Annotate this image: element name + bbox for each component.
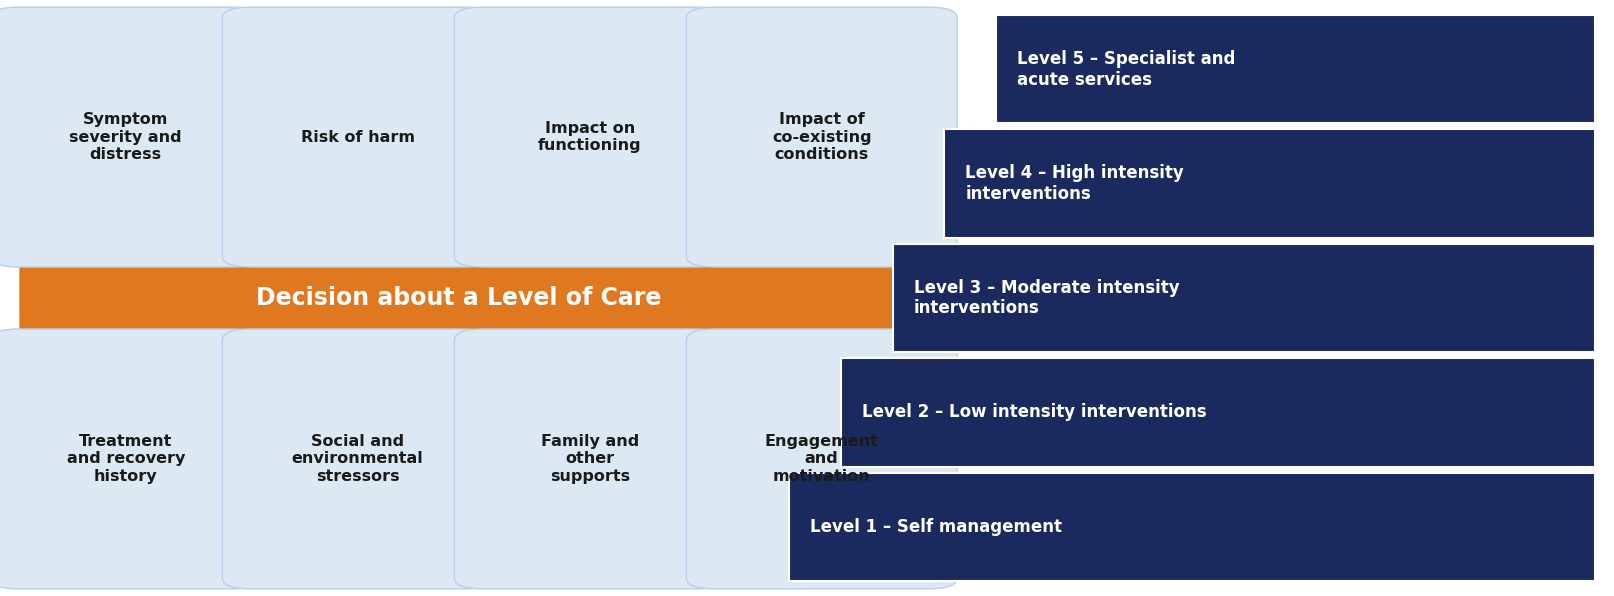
Text: Level 4 – High intensity
interventions: Level 4 – High intensity interventions bbox=[965, 164, 1185, 203]
Text: Symptom
severity and
distress: Symptom severity and distress bbox=[69, 112, 182, 162]
Text: Decision about a Level of Care: Decision about a Level of Care bbox=[257, 286, 662, 310]
FancyBboxPatch shape bbox=[841, 358, 1595, 467]
FancyBboxPatch shape bbox=[0, 329, 261, 589]
Text: Level 3 – Moderate intensity
interventions: Level 3 – Moderate intensity interventio… bbox=[914, 278, 1180, 318]
FancyBboxPatch shape bbox=[789, 473, 1595, 581]
FancyBboxPatch shape bbox=[996, 15, 1595, 123]
Text: Level 2 – Low intensity interventions: Level 2 – Low intensity interventions bbox=[862, 403, 1207, 421]
Text: Social and
environmental
stressors: Social and environmental stressors bbox=[292, 434, 423, 484]
Text: Impact of
co-existing
conditions: Impact of co-existing conditions bbox=[771, 112, 872, 162]
Text: Engagement
and
motivation: Engagement and motivation bbox=[765, 434, 878, 484]
Polygon shape bbox=[19, 221, 1009, 375]
FancyBboxPatch shape bbox=[0, 7, 261, 267]
Text: Level 1 – Self management: Level 1 – Self management bbox=[810, 518, 1062, 536]
Text: Level 5 – Specialist and
acute services: Level 5 – Specialist and acute services bbox=[1017, 49, 1235, 89]
FancyBboxPatch shape bbox=[455, 329, 725, 589]
FancyBboxPatch shape bbox=[223, 7, 494, 267]
FancyBboxPatch shape bbox=[686, 329, 957, 589]
Text: Impact on
functioning: Impact on functioning bbox=[537, 121, 641, 153]
FancyBboxPatch shape bbox=[893, 244, 1595, 352]
Text: Treatment
and recovery
history: Treatment and recovery history bbox=[66, 434, 186, 484]
FancyBboxPatch shape bbox=[686, 7, 957, 267]
Text: Risk of harm: Risk of harm bbox=[300, 129, 415, 145]
FancyBboxPatch shape bbox=[944, 129, 1595, 238]
FancyBboxPatch shape bbox=[455, 7, 725, 267]
FancyBboxPatch shape bbox=[223, 329, 494, 589]
Text: Family and
other
supports: Family and other supports bbox=[541, 434, 639, 484]
